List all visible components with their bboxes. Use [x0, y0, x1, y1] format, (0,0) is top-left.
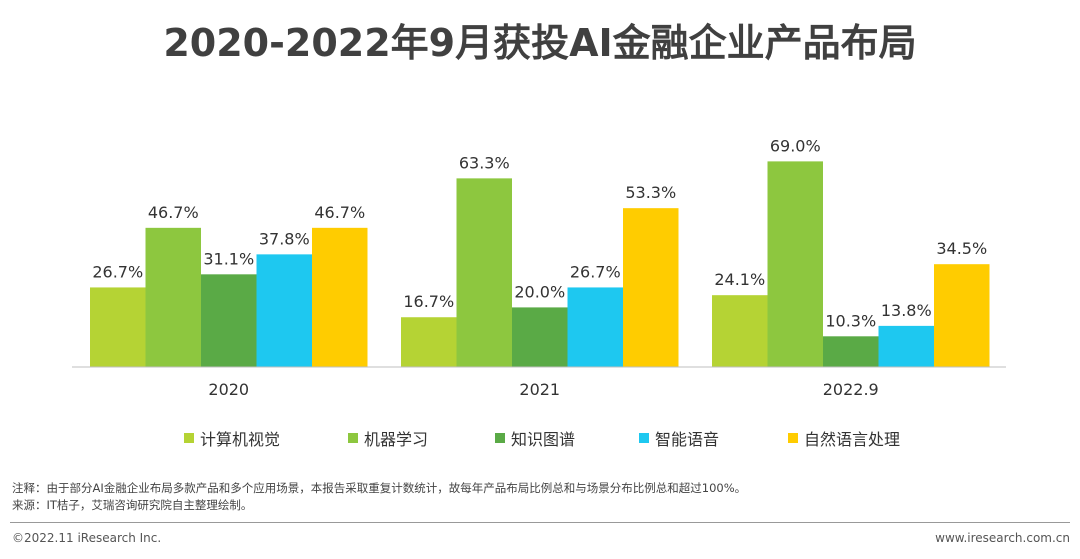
- legend-swatch: [639, 433, 649, 443]
- chart-title: 2020-2022年9月获投AI金融企业产品布局: [163, 21, 917, 65]
- data-label: 46.7%: [314, 203, 365, 222]
- bar: [712, 295, 768, 367]
- legend-item: 智能语音: [639, 426, 719, 450]
- chart-legend: 计算机视觉 机器学习 知识图谱 智能语音 自然语言处理: [184, 426, 944, 450]
- data-label: 34.5%: [936, 239, 987, 258]
- copyright-text: ©2022.11 iResearch Inc.: [12, 531, 162, 545]
- legend-swatch: [184, 433, 194, 443]
- x-tick-label: 2020: [208, 380, 249, 399]
- source-text: 来源：IT桔子，艾瑞咨询研究院自主整理绘制。: [12, 498, 253, 512]
- bar: [823, 336, 879, 367]
- bar: [401, 317, 457, 367]
- legend-swatch: [788, 433, 798, 443]
- legend-label: 机器学习: [364, 430, 429, 449]
- data-label: 20.0%: [514, 282, 565, 301]
- x-tick-label: 2021: [519, 380, 560, 399]
- legend-item: 计算机视觉: [184, 426, 280, 450]
- data-label: 69.0%: [770, 136, 821, 155]
- data-label: 37.8%: [259, 229, 310, 248]
- bar: [934, 264, 990, 367]
- bar: [312, 227, 368, 367]
- bar: [145, 227, 201, 367]
- bar: [512, 307, 568, 367]
- data-label: 63.3%: [459, 153, 510, 172]
- bar: [90, 287, 146, 367]
- legend-item: 机器学习: [348, 426, 428, 450]
- bar: [878, 325, 934, 367]
- bar: [256, 254, 312, 367]
- x-tick-label: 2022.9: [823, 380, 879, 399]
- bar: [623, 208, 679, 367]
- bar: [567, 287, 623, 367]
- legend-item: 自然语言处理: [788, 426, 900, 450]
- data-label: 46.7%: [148, 203, 199, 222]
- website-text: www.iresearch.com.cn: [935, 531, 1070, 545]
- data-label: 26.7%: [92, 262, 143, 281]
- data-label: 53.3%: [625, 183, 676, 202]
- legend-label: 自然语言处理: [804, 430, 901, 449]
- data-label: 31.1%: [203, 249, 254, 268]
- note-text: 注释：由于部分AI金融企业布局多款产品和多个应用场景，本报告采取重复计数统计，故…: [12, 481, 747, 495]
- legend-label: 计算机视觉: [200, 430, 281, 449]
- legend-swatch: [495, 433, 505, 443]
- legend-swatch: [348, 433, 358, 443]
- data-label: 16.7%: [403, 292, 454, 311]
- bar: [201, 274, 257, 367]
- bar: [456, 178, 512, 367]
- data-label: 13.8%: [881, 301, 932, 320]
- data-label: 26.7%: [570, 262, 621, 281]
- notes: 注释：由于部分AI金融企业布局多款产品和多个应用场景，本报告采取重复计数统计，故…: [12, 480, 746, 514]
- data-label: 10.3%: [825, 311, 876, 330]
- bar-chart: 26.7%46.7%31.1%37.8%46.7%202016.7%63.3%2…: [72, 136, 1006, 399]
- footer-divider: [10, 522, 1070, 523]
- data-label: 24.1%: [714, 270, 765, 289]
- legend-label: 智能语音: [655, 430, 720, 449]
- bar: [767, 161, 823, 367]
- legend-label: 知识图谱: [511, 430, 576, 449]
- legend-item: 知识图谱: [495, 426, 575, 450]
